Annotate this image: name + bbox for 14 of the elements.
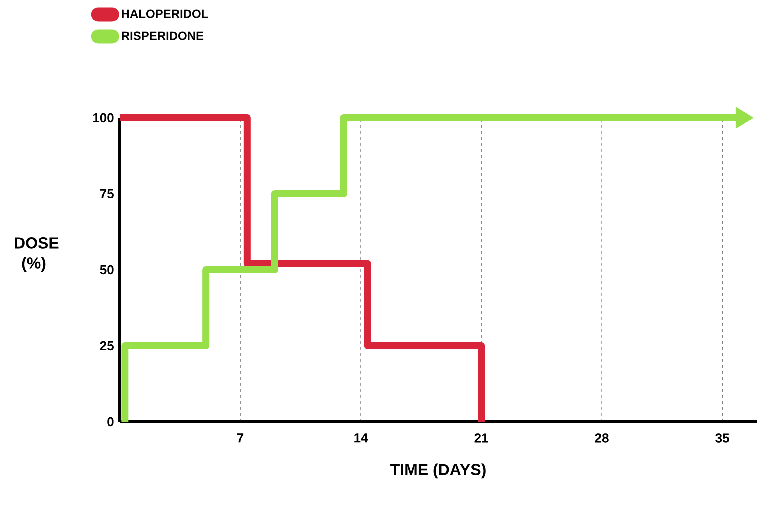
x-tick-label: 7 — [237, 434, 244, 443]
y-tick-label: 50 — [100, 265, 114, 275]
y-tick-label: 100 — [93, 113, 114, 123]
x-axis-title: TIME (DAYS) — [390, 464, 486, 479]
x-tick-label: 28 — [595, 434, 609, 443]
legend-label: RISPERIDONE — [122, 32, 204, 40]
x-tick-label: 14 — [354, 434, 368, 443]
y-tick-label: 75 — [100, 189, 114, 199]
y-tick-label: 0 — [108, 417, 114, 427]
x-tick-label: 35 — [716, 434, 730, 443]
x-tick-label: 21 — [474, 434, 488, 443]
y-tick-label: 25 — [100, 341, 114, 351]
y-axis-title: DOSE (%) — [15, 238, 59, 272]
legend-label: HALOPERIDOL — [122, 10, 208, 18]
